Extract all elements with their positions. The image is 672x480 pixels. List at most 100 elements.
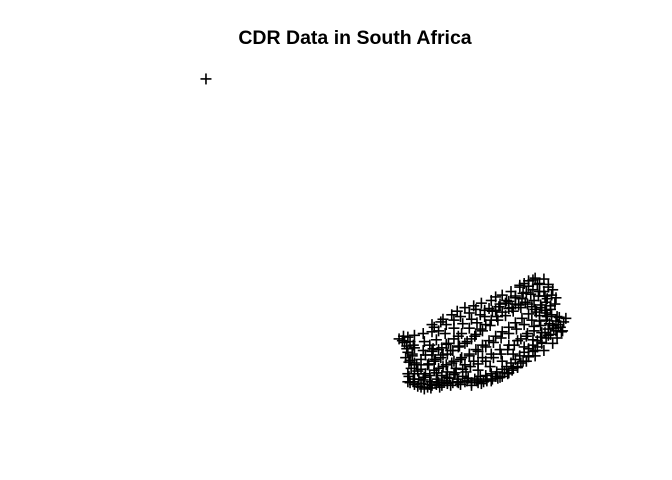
data-point [471,317,483,329]
data-point [449,367,461,379]
data-point [530,306,542,318]
data-point [430,334,442,346]
data-point [521,328,533,340]
data-point [553,311,565,323]
data-point [463,350,475,362]
data-point [433,377,445,389]
data-point [523,350,535,362]
data-point [436,342,448,354]
data-point [415,378,427,390]
data-point [412,365,424,377]
data-point [455,353,467,365]
data-point [469,330,481,342]
data-point [519,296,531,308]
data-point [434,381,446,393]
data-point [442,337,454,349]
data-point [459,302,471,314]
data-point [424,378,436,390]
data-point [453,340,465,352]
data-point [448,322,460,334]
data-point [408,342,420,354]
data-point [487,336,499,348]
data-point [527,334,539,346]
data-point [518,341,530,353]
data-point [457,363,469,375]
data-point [546,289,558,301]
data-point [503,328,515,340]
data-point [520,330,532,342]
data-point [535,319,547,331]
data-point [406,348,418,360]
data-point [435,316,447,328]
data-point [529,345,541,357]
data-point [422,359,434,371]
data-point [451,376,463,388]
data-point [462,372,474,384]
data-point [486,305,498,317]
data-point [515,333,527,345]
data-point [481,373,493,385]
data-point [557,325,569,337]
data-point [518,278,530,290]
data-point [470,344,482,356]
data-point [446,357,458,369]
data-point [495,348,507,360]
data-point [418,336,430,348]
data-point [487,352,499,364]
data-point [500,310,512,322]
data-point [463,322,475,334]
data-point [430,367,442,379]
data-point [496,289,508,301]
data-point [495,332,507,344]
data-point [469,373,481,385]
data-point [548,322,560,334]
data-point [480,341,492,353]
data-point [523,308,535,320]
data-point [516,312,528,324]
data-point [555,326,567,338]
data-point [461,336,473,348]
data-point [461,375,473,387]
data-point [472,358,484,370]
data-point [437,313,449,325]
data-point [407,339,419,351]
data-point [517,287,529,299]
data-point [464,361,476,373]
data-point [485,294,497,306]
data-point [484,319,496,331]
data-point [435,352,447,364]
data-point [560,312,572,324]
data-point [534,315,546,327]
data-point [505,286,517,298]
data-point [506,302,518,314]
data-point [448,355,460,367]
data-point [445,345,457,357]
data-point [457,318,469,330]
data-point [545,300,556,312]
data-point [532,290,544,302]
data-point [507,362,519,374]
data-point [492,314,504,326]
data-point [480,355,492,367]
data-point [490,330,502,342]
data-point [513,299,525,311]
data-point [508,339,520,351]
data-point [448,369,460,381]
points-layer [200,73,572,395]
data-point [407,373,419,385]
data-point [427,343,439,355]
data-point [502,344,514,356]
data-point [423,358,435,370]
data-point [503,295,515,307]
data-point [526,314,538,326]
data-point [417,328,429,340]
data-point [539,304,551,316]
data-point [510,323,522,335]
data-point [452,330,464,342]
data-point [403,356,415,368]
data-point [536,337,548,349]
data-point [439,328,451,340]
data-point [528,320,540,332]
data-point [542,281,554,293]
